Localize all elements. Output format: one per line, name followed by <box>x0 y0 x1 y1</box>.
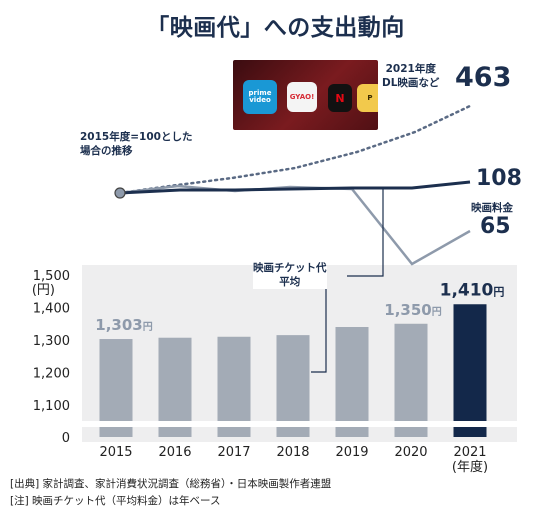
series-label-dl: 2021年度 DL映画など <box>382 63 440 89</box>
streaming-apps-photo: prime video GYAO! N P <box>233 60 378 130</box>
netflix-icon: N <box>328 84 352 112</box>
prime-video-icon: prime video <box>243 80 277 114</box>
annotation-connector <box>347 188 384 277</box>
series-value-household: 108 <box>476 166 522 191</box>
bar <box>99 339 133 437</box>
chart-title: 「映画代」への支出動向 <box>146 15 405 41</box>
series-value-dl: 463 <box>455 62 512 93</box>
base-index-label: 2015年度=100とした 場合の推移 <box>80 131 193 157</box>
x-tick-label: 2019 <box>335 445 368 460</box>
y-tick-label: 0 <box>62 431 70 446</box>
x-tick-label: 2017 <box>217 445 250 460</box>
annotation-connector <box>311 284 327 373</box>
bar <box>276 335 310 437</box>
bar <box>453 304 487 437</box>
bar <box>335 327 369 437</box>
bar <box>158 337 192 437</box>
y-tick-label: 1,200 <box>33 367 70 382</box>
bar <box>217 336 251 437</box>
ticket-index-line <box>119 184 471 266</box>
x-tick-label: 2015 <box>99 445 132 460</box>
y-tick-label: 1,100 <box>33 399 70 414</box>
source-note: [出典] 家計調査、家計消費状況調査（総務省）・日本映画製作者連盟 <box>10 478 332 490</box>
x-tick-label: 2018 <box>276 445 309 460</box>
series-value-ticket: 65 <box>480 214 511 239</box>
series-label-ticket: 映画料金 <box>471 202 513 214</box>
x-tick-label: 2016 <box>158 445 191 460</box>
y-tick-label: 1,500 (円) <box>32 269 70 298</box>
household-index-line <box>119 180 471 195</box>
x-tick-label: 2020 <box>394 445 427 460</box>
data-label: 1,350円 <box>384 301 441 319</box>
y-tick-label: 1,300 <box>33 334 70 349</box>
data-label: 1,410円 <box>440 280 505 300</box>
bar <box>394 323 428 437</box>
footnote: [注] 映画チケット代（平均料金）は年ベース <box>10 495 221 507</box>
data-label: 1,303円 <box>95 316 152 334</box>
gyao-icon: GYAO! <box>287 82 317 112</box>
base-point-marker <box>114 187 126 199</box>
ticket-price-annotation: 映画チケット代 平均 <box>253 262 327 290</box>
axis-break <box>82 421 517 427</box>
y-tick-label: 1,400 <box>33 302 70 317</box>
x-tick-label: 2021 (年度) <box>452 445 488 475</box>
paravi-icon: P <box>357 84 378 112</box>
